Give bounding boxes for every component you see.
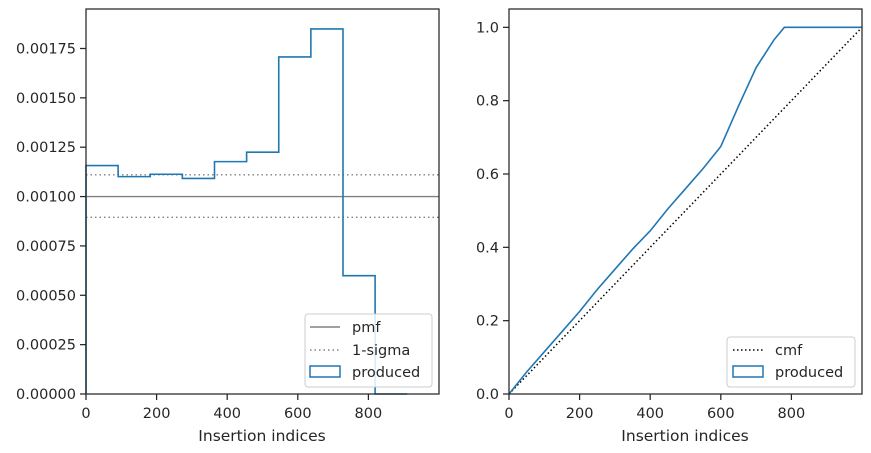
- cumulative-axes-frame: [508, 8, 863, 395]
- y-tick-label: 0.2: [476, 314, 499, 330]
- histogram-y-ticks: 0.00000 0.00025 0.00050 0.00075 0.00100 0.001…: [16, 41, 86, 403]
- cumulative-panel: 0 200 400 600 800 0.0 0.2 0.4 0.6 0.8 1.0 Inserti…: [476, 8, 863, 445]
- x-tick-label: 600: [707, 406, 735, 422]
- y-tick-label: 0.00100: [16, 190, 76, 206]
- y-tick-label: 0.00125: [16, 140, 76, 156]
- x-tick-label: 400: [636, 406, 664, 422]
- x-tick-label: 200: [143, 406, 171, 422]
- produced-histogram-step: [85, 28, 408, 395]
- histogram-panel: 0 200 400 600 800 0.000000.000250.000500.000…: [16, 8, 440, 445]
- y-tick-label: 0.8: [476, 94, 499, 110]
- legend-pmf-label: pmf: [352, 320, 381, 336]
- y-tick-label: 0.00050: [16, 288, 76, 304]
- cumulative-plot-area: [508, 26, 863, 395]
- y-tick-label: 0.00000: [16, 387, 76, 403]
- x-tick-label: 200: [566, 406, 594, 422]
- legend-produced-label: produced: [775, 365, 843, 381]
- cumulative-x-ticks: 0 200 400 600 800: [504, 394, 805, 422]
- y-tick-label: 1.0: [476, 20, 499, 36]
- legend-sigma-label: 1-sigma: [352, 343, 410, 359]
- y-tick-label: 0.00025: [16, 338, 76, 354]
- histogram-legend: pmf 1-sigma produced: [304, 313, 433, 388]
- x-tick-label: 800: [778, 406, 806, 422]
- y-tick-label: 0.00075: [16, 239, 76, 255]
- cumulative-legend: cmf produced: [726, 336, 856, 388]
- y-tick-label: 0.00150: [16, 91, 76, 107]
- x-tick-label: 600: [284, 406, 312, 422]
- x-tick-label: 0: [504, 406, 513, 422]
- legend-produced-swatch: [309, 365, 341, 378]
- x-tick-label: 800: [355, 406, 383, 422]
- histogram-plot-area: [85, 28, 439, 395]
- legend-produced-swatch: [732, 365, 764, 378]
- legend-cmf-label: cmf: [775, 343, 803, 359]
- produced-cumulative-line: [508, 26, 862, 395]
- histogram-x-ticks: 0 200 400 600 800: [81, 394, 382, 422]
- y-tick-label: 0.4: [476, 240, 499, 256]
- y-tick-label: 0.0: [476, 387, 499, 403]
- y-tick-label: 0.6: [476, 167, 499, 183]
- x-tick-label: 400: [213, 406, 241, 422]
- x-tick-label: 0: [81, 406, 90, 422]
- legend-produced-label: produced: [352, 365, 420, 381]
- y-tick-label: 0.00175: [16, 41, 76, 57]
- histogram-legend-box: [304, 313, 433, 388]
- cumulative-y-ticks: 0.0 0.2 0.4 0.6 0.8 1.0: [476, 20, 509, 403]
- histogram-axes-frame: [85, 8, 440, 395]
- cumulative-x-axis-label: Insertion indices: [621, 427, 748, 445]
- cumulative-legend-box: [726, 336, 856, 388]
- histogram-x-axis-label: Insertion indices: [198, 427, 325, 445]
- cmf-line: [508, 26, 863, 395]
